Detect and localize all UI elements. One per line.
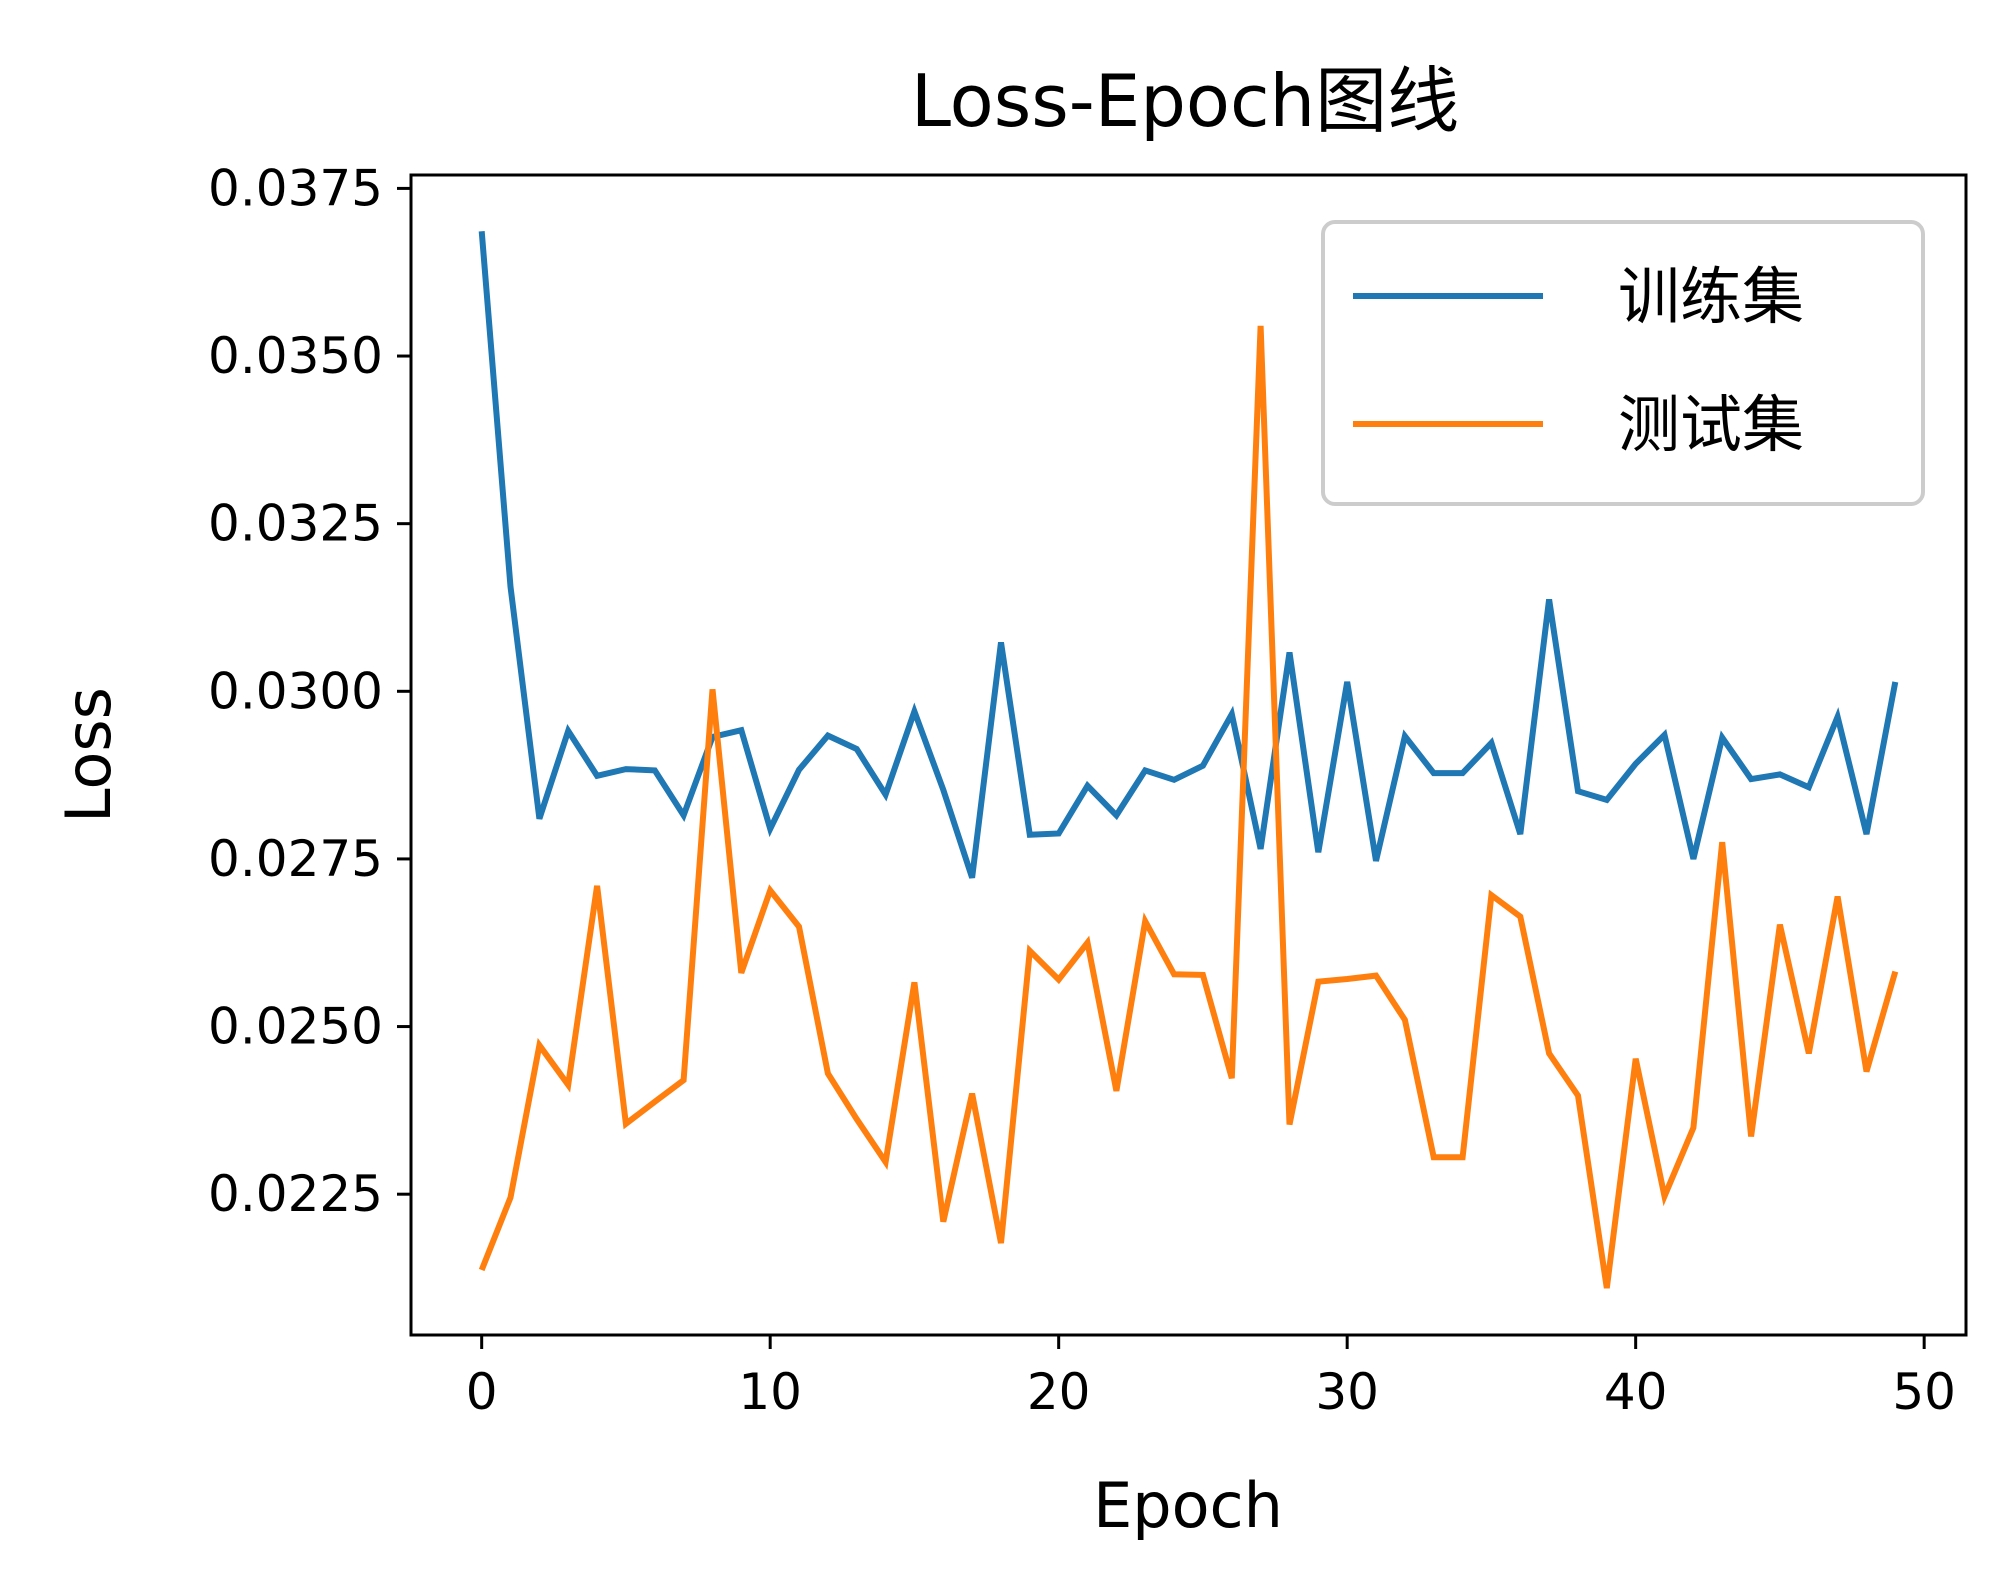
y-tick-label: 0.0350	[208, 327, 383, 385]
chart-title: Loss-Epoch图线	[911, 59, 1459, 143]
y-tick-label: 0.0300	[208, 662, 383, 720]
x-tick-label: 20	[1027, 1363, 1091, 1421]
legend-box	[1321, 220, 1925, 506]
x-axis: 0 10 20 30 40 50	[466, 1335, 1956, 1421]
x-tick-label: 30	[1315, 1363, 1379, 1421]
y-tick-label: 0.0375	[208, 159, 383, 217]
legend-label-test: 测试集	[1618, 388, 1804, 461]
y-axis-label: Loss	[52, 687, 125, 823]
x-tick-label: 0	[466, 1363, 498, 1421]
x-tick-label: 10	[738, 1363, 802, 1421]
plot-frame	[409, 173, 1968, 1337]
y-axis: 0.0225 0.0250 0.0275 0.0300 0.0325 0.0350 0.03…	[208, 159, 411, 1223]
plot-lines	[478, 231, 1899, 1289]
y-tick-label: 0.0225	[208, 1165, 383, 1223]
x-tick-label: 40	[1604, 1363, 1668, 1421]
x-axis-label: Epoch	[1093, 1469, 1283, 1542]
y-tick-label: 0.0250	[208, 998, 383, 1056]
series-line-1	[478, 325, 1899, 1289]
y-tick-label: 0.0275	[208, 830, 383, 888]
legend-label-train: 训练集	[1618, 260, 1804, 333]
legend: 训练集 测试集	[1321, 220, 1925, 506]
x-tick-label: 50	[1892, 1363, 1956, 1421]
y-tick-label: 0.0325	[208, 495, 383, 553]
